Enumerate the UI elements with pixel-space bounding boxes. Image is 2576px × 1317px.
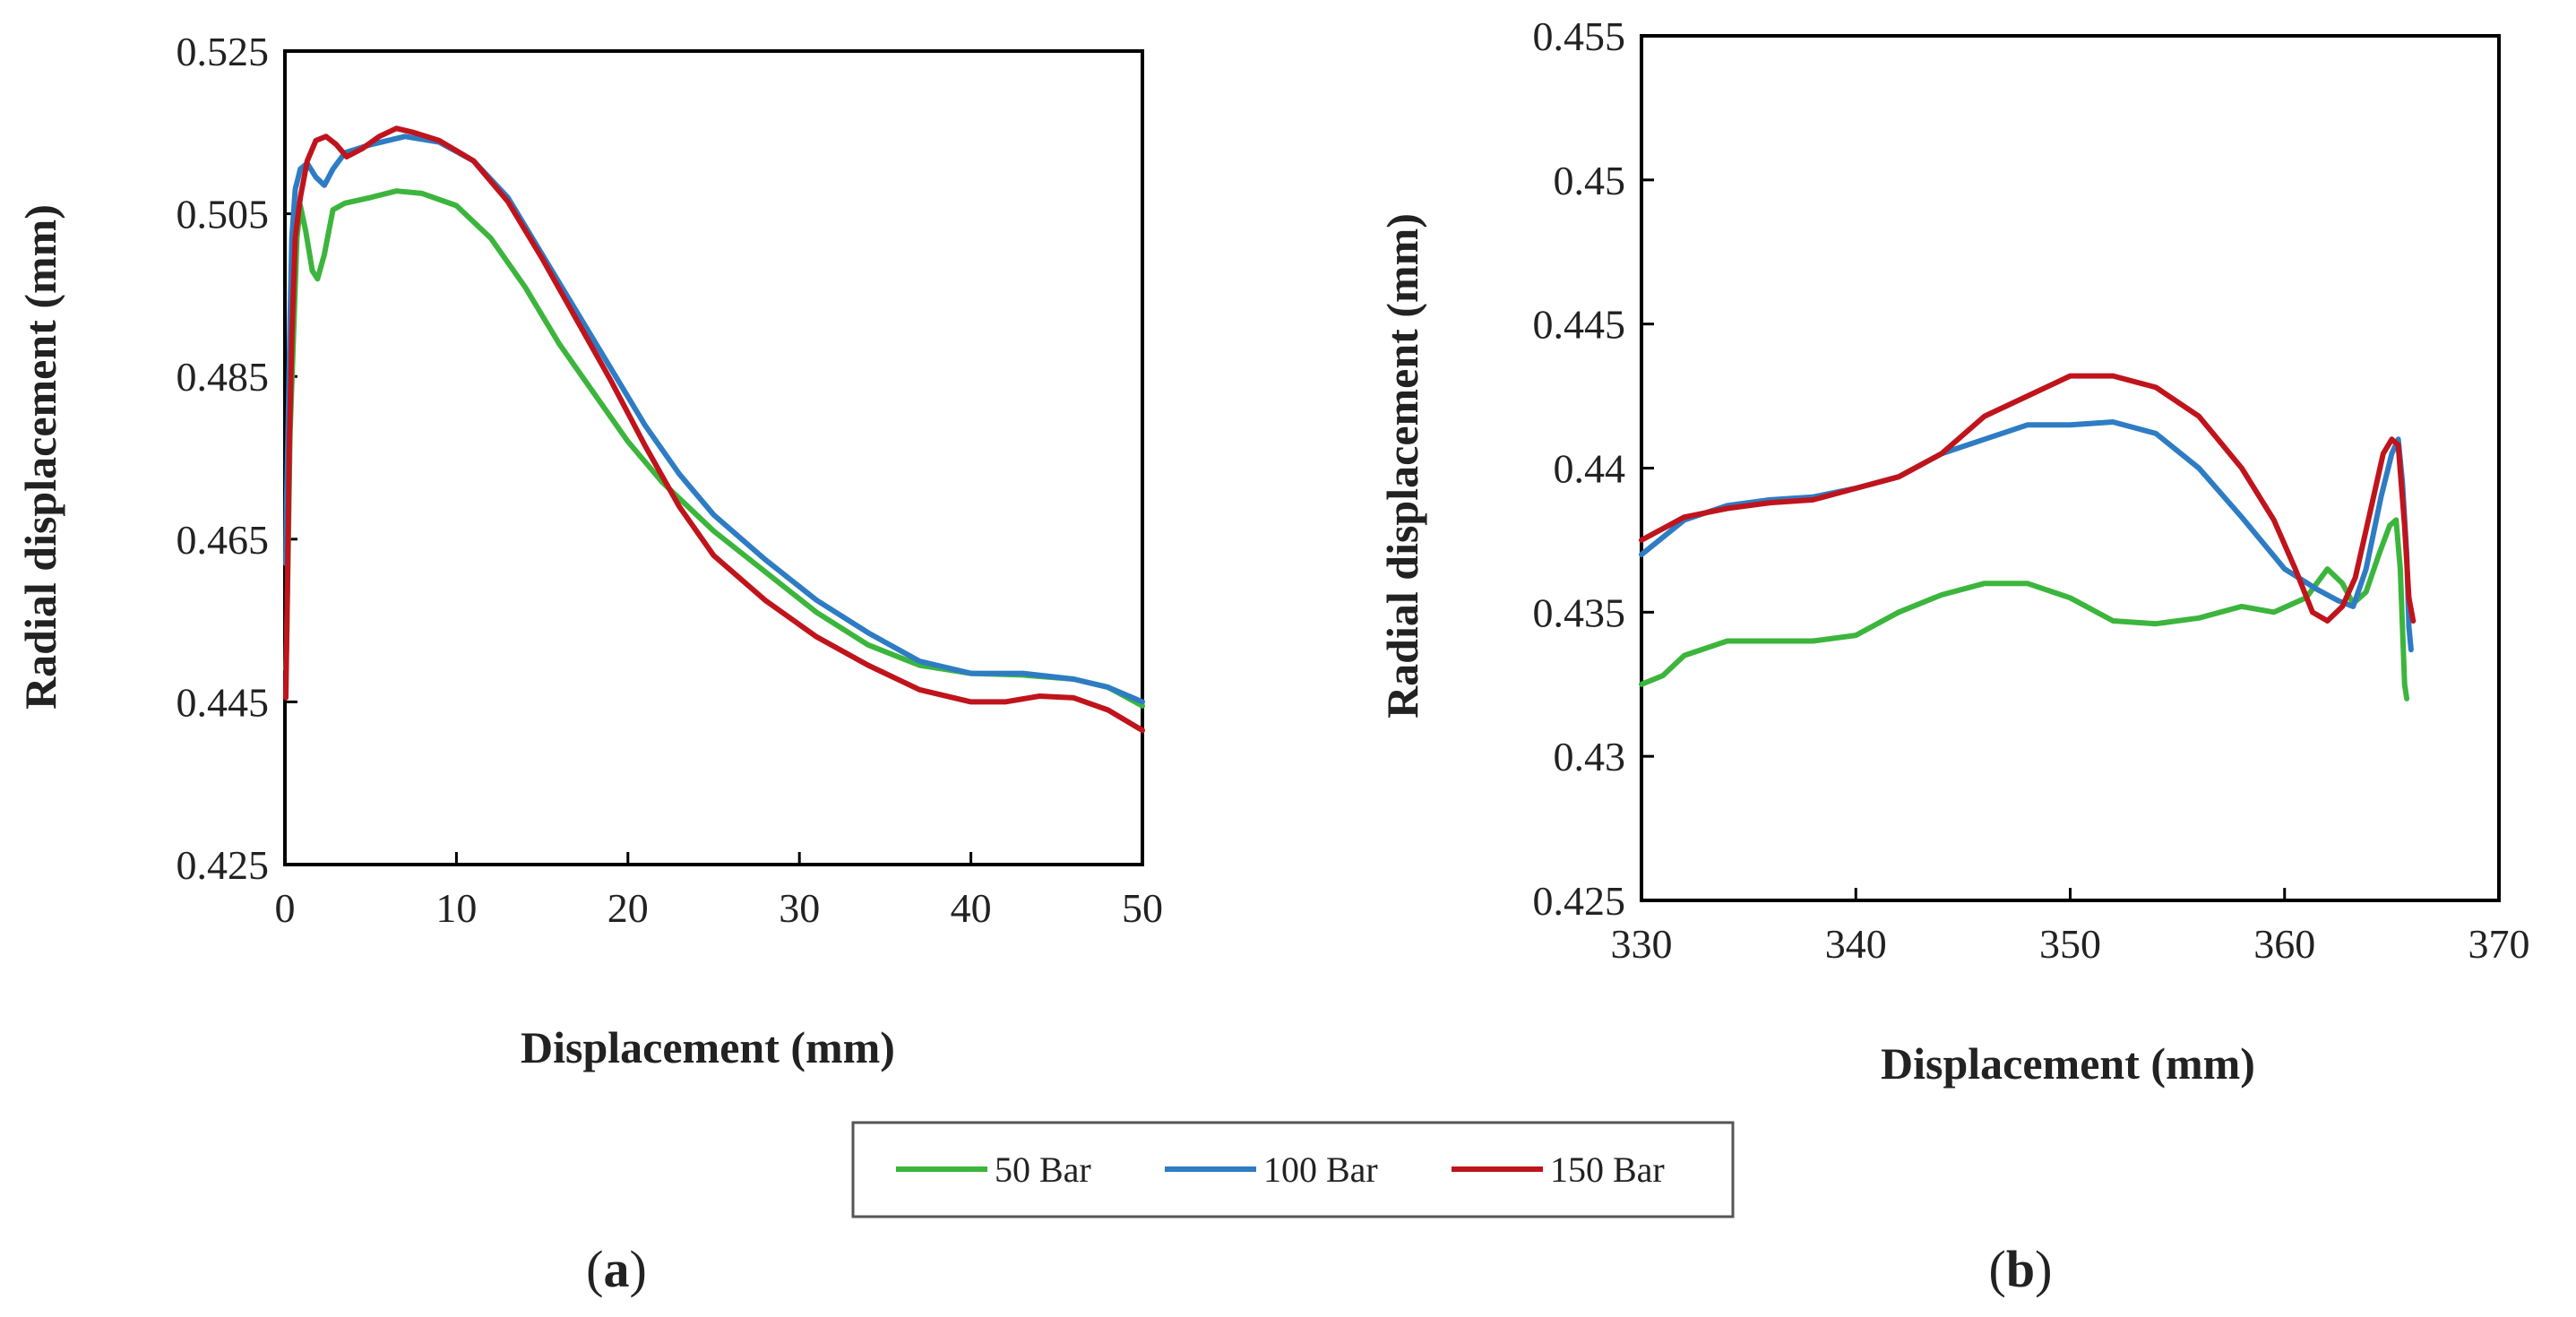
x-axis-title-b: Displacement (mm) — [1881, 1038, 2255, 1089]
y-axis-a: 0.425 0.445 0.465 0.485 0.505 0.525 — [177, 29, 297, 888]
legend-box — [851, 1121, 1735, 1218]
series-line-50-bar-b — [1639, 517, 2410, 702]
series-line-150-bar-a — [283, 125, 1145, 734]
x-tick-label-a: 40 — [951, 885, 992, 931]
y-tick-label-a: 0.425 — [177, 842, 270, 888]
panel-label-a-letter: a — [604, 1240, 630, 1298]
x-axis-a: 0 10 20 30 40 50 — [275, 852, 1163, 931]
plot-area-b — [1640, 34, 2501, 902]
y-tick-label-a: 0.525 — [177, 29, 270, 74]
y-tick-label-b: 0.455 — [1533, 13, 1626, 59]
y-tick-label-a: 0.505 — [177, 192, 270, 237]
legend: 50 Bar 100 Bar 150 Bar — [851, 1121, 1735, 1218]
x-tick-label-b: 350 — [2039, 921, 2101, 967]
series-group-b — [1639, 373, 2417, 702]
legend-entries: 50 Bar 100 Bar 150 Bar — [896, 1149, 1665, 1190]
y-axis-title-b: Radial displacement (mm) — [1377, 213, 1427, 719]
x-tick-label-a: 20 — [607, 885, 649, 931]
x-axis-title-a: Displacement (mm) — [521, 1022, 895, 1072]
y-tick-label-b: 0.435 — [1533, 590, 1626, 635]
x-tick-label-a: 30 — [779, 885, 820, 931]
panel-label-a-open: ( — [586, 1240, 603, 1298]
y-axis-b: 0.425 0.43 0.435 0.44 0.445 0.45 0.455 — [1533, 13, 1654, 924]
panel-label-b-letter: b — [2006, 1240, 2035, 1298]
legend-label-50-bar: 50 Bar — [995, 1149, 1091, 1190]
panel-label-b-open: ( — [1989, 1240, 2006, 1298]
y-tick-label-b: 0.445 — [1533, 302, 1626, 348]
y-tick-label-b: 0.45 — [1554, 158, 1626, 203]
panel-label-a-close: ) — [630, 1240, 647, 1298]
series-line-100-bar-a — [283, 133, 1145, 705]
plot-area-a — [283, 49, 1144, 866]
x-tick-label-b: 370 — [2468, 921, 2530, 967]
y-tick-label-a: 0.445 — [177, 679, 270, 725]
y-tick-label-b: 0.44 — [1554, 446, 1626, 492]
x-axis-b: 330 340 350 360 370 — [1611, 888, 2530, 967]
y-tick-label-b: 0.425 — [1533, 878, 1626, 924]
panel-label-b: (b) — [1989, 1240, 2053, 1298]
legend-label-150-bar: 150 Bar — [1550, 1149, 1665, 1190]
x-tick-label-b: 340 — [1825, 921, 1887, 967]
series-line-150-bar-b — [1639, 373, 2417, 624]
panel-label-b-close: ) — [2035, 1240, 2052, 1298]
y-axis-title-a: Radial displacement (mm) — [15, 204, 65, 710]
x-tick-label-a: 10 — [435, 885, 477, 931]
x-tick-label-b: 360 — [2253, 921, 2315, 967]
y-tick-label-a: 0.485 — [177, 354, 270, 400]
x-tick-label-a: 50 — [1122, 885, 1163, 931]
y-tick-label-b: 0.43 — [1554, 734, 1626, 779]
series-line-50-bar-a — [283, 188, 1145, 709]
x-tick-label-a: 0 — [275, 885, 296, 931]
series-group-a — [283, 125, 1145, 734]
y-tick-label-a: 0.465 — [177, 517, 270, 563]
x-tick-label-b: 330 — [1611, 921, 1673, 967]
chart-panel-a: 0.425 0.445 0.465 0.485 0.505 0.525 0 10 20 30 40… — [15, 29, 1163, 1298]
series-line-100-bar-b — [1639, 419, 2414, 653]
legend-label-100-bar: 100 Bar — [1263, 1149, 1378, 1190]
panel-label-a: (a) — [586, 1240, 647, 1298]
